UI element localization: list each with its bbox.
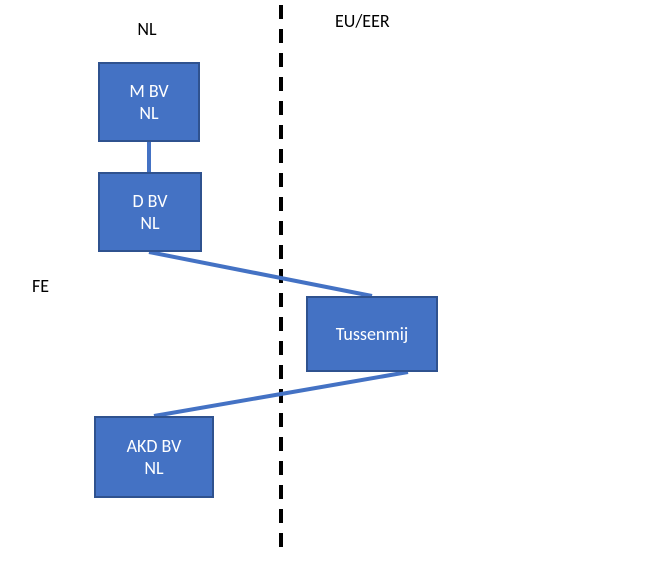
node-akd-bv-line2: NL	[144, 457, 163, 480]
node-akd-bv-line1: AKD BV	[127, 435, 182, 458]
node-d-bv: D BV NL	[98, 172, 202, 252]
edge-2	[154, 372, 408, 416]
edge-1	[149, 252, 372, 296]
fe-label: FE	[32, 275, 49, 297]
region-label-nl: NL	[137, 18, 156, 40]
fe-label-text: FE	[32, 275, 49, 297]
diagram-canvas: NL EU/EER FE M BV NL D BV NL Tussenmij A…	[0, 0, 650, 562]
node-d-bv-line1: D BV	[133, 190, 168, 213]
node-tussenmij: Tussenmij	[306, 296, 438, 372]
node-m-bv-line1: M BV	[129, 80, 168, 103]
node-m-bv: M BV NL	[98, 62, 200, 142]
node-m-bv-line2: NL	[139, 102, 158, 125]
node-akd-bv: AKD BV NL	[94, 416, 214, 498]
node-tussenmij-line1: Tussenmij	[336, 323, 408, 346]
node-d-bv-line2: NL	[140, 212, 159, 235]
region-label-eu-text: EU/EER	[335, 10, 390, 32]
region-label-nl-text: NL	[137, 18, 156, 40]
region-label-eu: EU/EER	[335, 10, 390, 32]
